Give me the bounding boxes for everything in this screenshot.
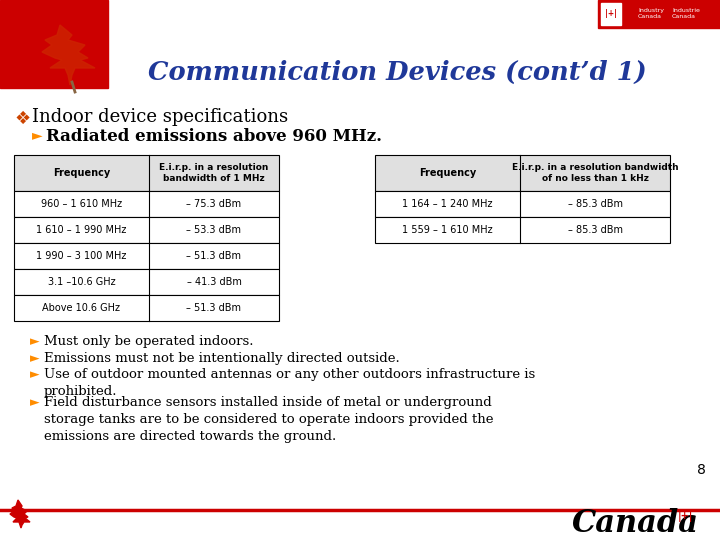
Polygon shape: [10, 500, 30, 528]
Text: 1 559 – 1 610 MHz: 1 559 – 1 610 MHz: [402, 225, 492, 235]
Text: – 85.3 dBm: – 85.3 dBm: [567, 225, 623, 235]
Text: |+|: |+|: [605, 10, 617, 18]
Bar: [375, 191, 670, 217]
Bar: [375, 217, 670, 243]
Bar: [14, 191, 279, 217]
Bar: [375, 155, 670, 191]
Text: Industrie
Canada: Industrie Canada: [672, 8, 700, 19]
Text: Emissions must not be intentionally directed outside.: Emissions must not be intentionally dire…: [44, 352, 400, 365]
Text: Field disturbance sensors installed inside of metal or underground
storage tanks: Field disturbance sensors installed insi…: [44, 396, 493, 443]
Text: ❖: ❖: [14, 110, 30, 128]
Text: Indoor device specifications: Indoor device specifications: [32, 108, 288, 126]
Bar: [14, 269, 279, 295]
Text: – 75.3 dBm: – 75.3 dBm: [186, 199, 242, 209]
Text: ►: ►: [32, 128, 42, 142]
Text: E.i.r.p. in a resolution bandwidth
of no less than 1 kHz: E.i.r.p. in a resolution bandwidth of no…: [512, 163, 678, 183]
Text: ►: ►: [30, 396, 40, 409]
Bar: [14, 217, 279, 243]
Text: 1 610 – 1 990 MHz: 1 610 – 1 990 MHz: [36, 225, 127, 235]
Text: Above 10.6 GHz: Above 10.6 GHz: [42, 303, 120, 313]
Text: – 51.3 dBm: – 51.3 dBm: [186, 251, 241, 261]
Text: Use of outdoor mounted antennas or any other outdoors infrastructure is
prohibit: Use of outdoor mounted antennas or any o…: [44, 368, 535, 398]
Text: 3.1 –10.6 GHz: 3.1 –10.6 GHz: [48, 277, 115, 287]
Text: E.i.r.p. in a resolution
bandwidth of 1 MHz: E.i.r.p. in a resolution bandwidth of 1 …: [159, 163, 269, 183]
Text: 960 – 1 610 MHz: 960 – 1 610 MHz: [41, 199, 122, 209]
Bar: [598, 0, 720, 28]
Text: ►: ►: [30, 335, 40, 348]
Text: ►: ►: [30, 352, 40, 365]
Text: Radiated emissions above 960 MHz.: Radiated emissions above 960 MHz.: [46, 128, 382, 145]
Polygon shape: [42, 25, 95, 85]
Bar: [14, 243, 279, 269]
Text: Frequency: Frequency: [53, 168, 110, 178]
Text: |+|: |+|: [678, 510, 693, 522]
Bar: [14, 295, 279, 321]
Text: 8: 8: [697, 463, 706, 477]
Text: Communication Devices (cont’d 1): Communication Devices (cont’d 1): [148, 59, 647, 84]
Text: – 51.3 dBm: – 51.3 dBm: [186, 303, 241, 313]
Text: Canada: Canada: [572, 508, 699, 538]
Text: Frequency: Frequency: [419, 168, 476, 178]
Bar: [14, 155, 279, 191]
Bar: [601, 3, 621, 25]
Text: Industry
Canada: Industry Canada: [638, 8, 664, 19]
Text: 1 990 – 3 100 MHz: 1 990 – 3 100 MHz: [36, 251, 127, 261]
Text: ►: ►: [30, 368, 40, 381]
Text: – 41.3 dBm: – 41.3 dBm: [186, 277, 241, 287]
Text: – 85.3 dBm: – 85.3 dBm: [567, 199, 623, 209]
Text: Must only be operated indoors.: Must only be operated indoors.: [44, 335, 253, 348]
Text: – 53.3 dBm: – 53.3 dBm: [186, 225, 241, 235]
Text: 1 164 – 1 240 MHz: 1 164 – 1 240 MHz: [402, 199, 492, 209]
Bar: [0, 0, 108, 88]
